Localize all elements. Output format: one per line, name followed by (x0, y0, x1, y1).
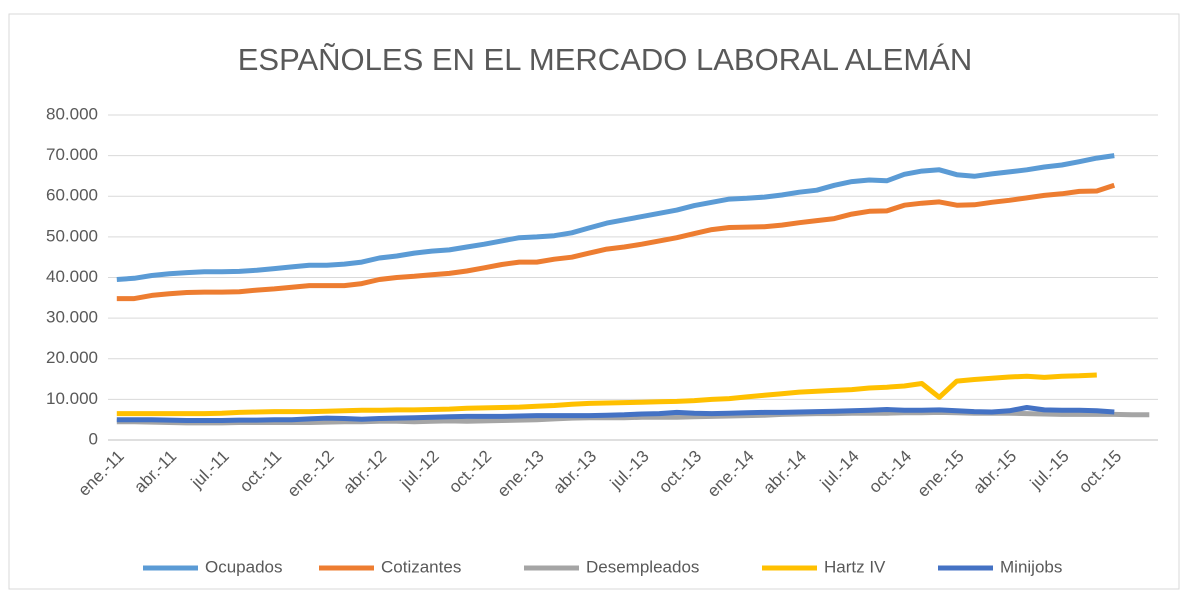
legend-label: Minijobs (1000, 557, 1062, 576)
chart-title: ESPAÑOLES EN EL MERCADO LABORAL ALEMÁN (238, 42, 972, 77)
y-tick-label: 40.000 (46, 267, 98, 286)
legend-label: Cotizantes (381, 557, 461, 576)
y-tick-label: 70.000 (46, 145, 98, 164)
y-tick-label: 50.000 (46, 226, 98, 245)
legend-label: Hartz IV (824, 557, 886, 576)
y-tick-label: 30.000 (46, 308, 98, 327)
y-tick-label: 60.000 (46, 186, 98, 205)
legend-label: Ocupados (205, 557, 283, 576)
series-line (116, 405, 1115, 423)
y-tick-label: 0 (89, 429, 98, 448)
legend-label: Desempleados (586, 557, 699, 576)
series-line (116, 182, 1116, 302)
series-line (116, 153, 1115, 282)
y-tick-label: 80.000 (46, 104, 98, 123)
y-tick-label: 10.000 (46, 389, 98, 408)
chart-border (8, 13, 1180, 590)
y-tick-label: 20.000 (46, 348, 98, 367)
series-line (116, 372, 1097, 417)
